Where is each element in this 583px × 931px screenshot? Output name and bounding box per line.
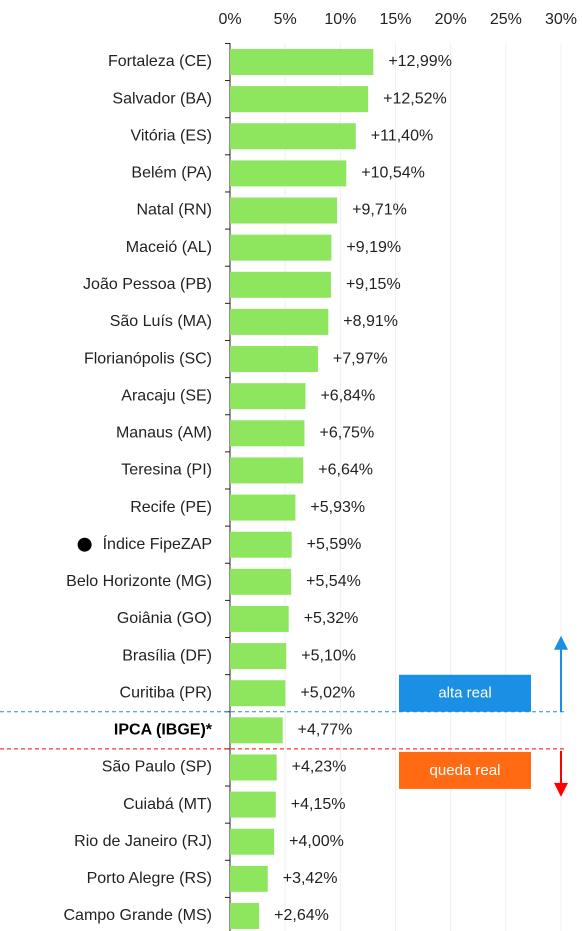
bar (230, 383, 306, 410)
x-tick-label: 10% (324, 11, 356, 28)
bar (230, 457, 304, 484)
y-tick-label: Maceió (AL) (126, 239, 212, 256)
y-tick-label: Índice FipeZAP (103, 534, 212, 553)
value-label: +5,32% (304, 610, 359, 627)
bar (230, 160, 347, 187)
value-label: +10,54% (361, 165, 425, 182)
y-tick-label: Natal (RN) (136, 202, 212, 219)
y-tick-label: Recife (PE) (130, 499, 212, 516)
value-label: +9,19% (346, 239, 401, 256)
y-tick-label: Rio de Janeiro (RJ) (74, 833, 212, 850)
bar (230, 605, 289, 632)
bar (230, 86, 369, 113)
bar (230, 271, 331, 298)
y-tick-label: São Paulo (SP) (102, 759, 212, 776)
x-tick-label: 20% (435, 11, 467, 28)
y-tick-label: Goiânia (GO) (117, 610, 212, 627)
x-tick-label: 25% (490, 11, 522, 28)
value-label: +3,42% (283, 870, 338, 887)
y-tick-label: João Pessoa (PB) (83, 276, 212, 293)
bar (230, 865, 268, 892)
y-tick-label: Curitiba (PR) (120, 684, 212, 701)
value-label: +9,15% (346, 276, 401, 293)
value-label: +6,64% (318, 462, 373, 479)
value-label: +2,64% (274, 907, 329, 924)
y-tick-label: Aracaju (SE) (121, 387, 212, 404)
bar (230, 680, 286, 707)
legend-bullet (77, 537, 92, 552)
value-label: +4,23% (292, 759, 347, 776)
x-tick-label: 0% (218, 11, 241, 28)
y-tick-label: São Luís (MA) (110, 313, 212, 330)
annotation: alta real (438, 685, 491, 702)
y-tick-label: IPCA (IBGE)* (114, 722, 213, 739)
annotation-box (399, 751, 531, 789)
y-tick-label: Teresina (PI) (121, 462, 212, 479)
value-label: +4,15% (291, 796, 346, 813)
bar (230, 568, 292, 595)
y-tick-label: Brasília (DF) (122, 647, 212, 664)
y-tick-label: Cuiabá (MT) (123, 796, 212, 813)
bar (230, 234, 332, 261)
value-label: +12,52% (383, 90, 447, 107)
value-label: +5,02% (300, 684, 355, 701)
bar (230, 643, 287, 670)
value-label: +5,10% (301, 647, 356, 664)
arrow-head (554, 635, 568, 650)
x-tick-label: 15% (379, 11, 411, 28)
bar (230, 717, 283, 744)
bar (230, 346, 318, 373)
value-label: +12,99% (388, 53, 452, 70)
x-tick-label: 30% (545, 11, 577, 28)
arrow-head (554, 782, 568, 797)
value-label: +5,54% (306, 573, 361, 590)
bar (230, 420, 305, 447)
y-tick-label: Manaus (AM) (116, 425, 212, 442)
y-tick-label: Campo Grande (MS) (64, 907, 213, 924)
bar (230, 49, 374, 75)
value-label: +5,93% (310, 499, 365, 516)
y-tick-label: Belém (PA) (131, 165, 212, 182)
value-label: +9,71% (352, 202, 407, 219)
bar (230, 308, 329, 335)
bar (230, 902, 260, 929)
bar (230, 494, 296, 521)
x-tick-label: 5% (274, 11, 297, 28)
value-label: +7,97% (333, 350, 388, 367)
annotation-box (399, 674, 531, 712)
value-label: +11,40% (371, 127, 433, 144)
value-label: +6,84% (320, 387, 375, 404)
value-label: +4,77% (298, 722, 353, 739)
value-label: +8,91% (343, 313, 398, 330)
bar (230, 531, 292, 558)
y-tick-label: Vitória (ES) (130, 127, 212, 144)
value-label: +6,75% (319, 425, 374, 442)
bar (230, 754, 277, 781)
value-label: +4,00% (289, 833, 344, 850)
annotation: queda real (430, 762, 501, 779)
y-tick-label: Florianópolis (SC) (84, 350, 212, 367)
bar (230, 791, 276, 818)
value-label: +5,59% (307, 536, 362, 553)
y-tick-label: Fortaleza (CE) (108, 53, 212, 70)
bar (230, 123, 356, 150)
bar (230, 197, 338, 224)
y-tick-label: Belo Horizonte (MG) (66, 573, 212, 590)
y-tick-label: Salvador (BA) (112, 90, 212, 107)
bar (230, 828, 275, 855)
y-tick-label: Porto Alegre (RS) (87, 870, 212, 887)
